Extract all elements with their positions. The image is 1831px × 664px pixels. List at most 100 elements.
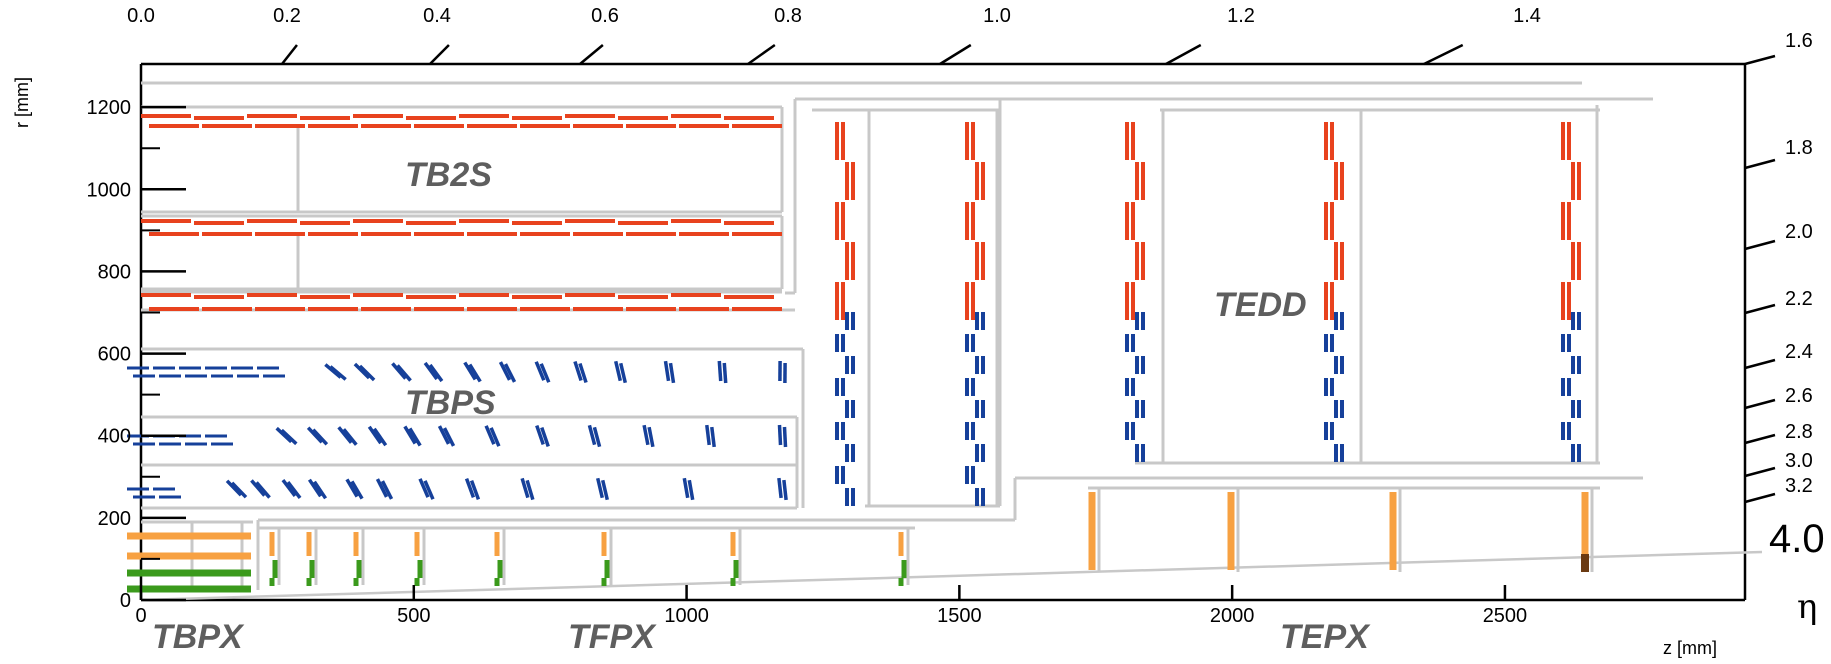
module-ps [353,362,371,380]
module-ps [592,426,602,448]
eta-right-tick [1744,303,1776,315]
x-axis-title: z [mm] [1663,638,1717,658]
module-ps [463,361,477,381]
module-ps [469,480,481,500]
y-axis-title: r [mm] [12,77,32,128]
eta-4-line [140,550,1763,602]
module-ps [286,480,302,500]
module-ps [345,478,359,498]
module-ps [705,424,711,446]
module-ps [777,424,783,446]
module-ps [275,426,293,444]
module-ps [484,425,496,445]
module-ps [498,361,512,381]
module-ps [682,477,690,499]
module-ps [358,364,376,382]
y-tick-label: 600 [98,344,131,366]
eta-top-label: 0.8 [774,5,802,27]
module-ps [329,365,347,381]
eta-top-label: 0.4 [423,5,451,27]
module-ps [468,363,482,383]
module-ps [503,363,517,383]
module-ps [403,425,417,445]
module-ps [520,477,530,499]
module-ps [350,480,364,500]
eta-top-tick [579,44,604,65]
module-ps [311,428,329,446]
y-tick-label: 1000 [87,179,132,201]
eta-top-label: 0.6 [591,5,619,27]
module-ps [342,428,358,446]
module-ps [663,360,671,382]
eta-top-tick [1165,43,1202,66]
module-ps [423,361,439,381]
y-tick-label: 0 [120,590,131,612]
eta-top-label: 0.2 [273,5,301,27]
eta-right-tick [1744,492,1776,504]
module-ps [782,479,788,501]
module-ps [442,427,456,447]
label-tedd: TEDD [1214,286,1307,324]
module-ps [710,426,716,448]
module-ps [535,424,545,446]
eta-right-label: 2.0 [1785,221,1813,243]
x-tick-label: 1000 [664,605,709,627]
x-tick-label: 2000 [1210,605,1255,627]
axes-ticks: 0 200 400 600 800 1000 1200 0 500 1000 1500 2000 250… [87,5,1813,627]
module-ps [230,481,248,499]
module-ps [619,362,627,384]
module-ps [525,479,535,501]
module-ps [534,361,546,381]
eta-top-label: 1.2 [1227,5,1255,27]
eta-right-label: 3.2 [1785,475,1813,497]
eta-top-label: 1.0 [983,5,1011,27]
module-ps [614,360,622,382]
module-ps [539,363,551,383]
y-tick-label: 1200 [87,97,132,119]
module-ps [380,480,394,500]
module-ps [668,362,676,384]
label-tb2s: TB2S [405,156,492,194]
eta-top-tick [281,44,298,65]
module-ps [391,362,407,380]
module-ps [307,478,323,498]
module-ps [642,424,650,446]
module-ps [280,428,298,446]
module-ps [312,480,328,500]
label-tfpx: TFPX [568,618,657,656]
eta-top-tick [429,44,450,65]
eta-right-label: 1.6 [1785,30,1813,52]
module-ps [722,362,728,384]
eta-top-tick [1423,43,1464,66]
module-ps [647,426,655,448]
x-tick-label: 0 [135,605,146,627]
label-tepx: TEPX [1280,618,1371,656]
eta-right-label: 2.6 [1785,385,1813,407]
eta-right-tick [1744,358,1776,370]
support-structures [140,81,1763,602]
x-tick-label: 2500 [1483,605,1528,627]
module-ps [250,479,266,497]
eta-top-label: 1.4 [1513,5,1541,27]
y-tick-label: 400 [98,426,131,448]
eta-top-tick [939,43,972,66]
module-ps [281,478,297,498]
eta-right-tick [1744,239,1776,251]
eta-right-tick [1744,158,1776,170]
eta-right-label: 2.4 [1785,341,1813,363]
module-ps [587,424,597,446]
y-tick-label: 200 [98,508,131,530]
module-ps [428,363,444,383]
eta-right-tick [1744,433,1776,445]
module-ps [225,479,243,497]
eta-right-label: 2.2 [1785,288,1813,310]
module-ps [601,479,609,501]
module-ps [396,364,412,382]
module-ps [596,477,604,499]
module-ps [782,426,788,448]
module-ps [437,425,451,445]
x-tick-label: 1500 [937,605,982,627]
eta-right-tick [1744,54,1776,66]
